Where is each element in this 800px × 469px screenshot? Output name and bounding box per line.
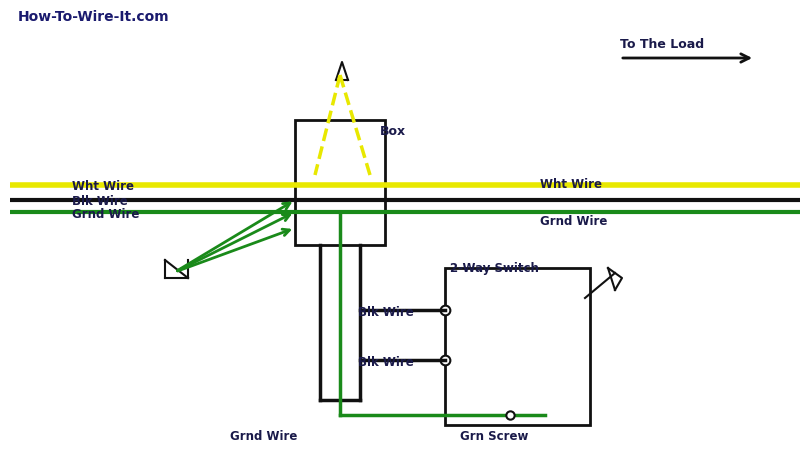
Text: Grnd Wire: Grnd Wire bbox=[72, 208, 139, 221]
Text: 2-Way Switch: 2-Way Switch bbox=[450, 262, 539, 275]
Text: How-To-Wire-It.com: How-To-Wire-It.com bbox=[18, 10, 170, 24]
Text: Grnd Wire: Grnd Wire bbox=[230, 430, 298, 443]
Text: Wht Wire: Wht Wire bbox=[540, 178, 602, 191]
Text: Wht Wire: Wht Wire bbox=[72, 180, 134, 193]
Bar bbox=[295, 120, 385, 245]
Text: Grn Screw: Grn Screw bbox=[460, 430, 528, 443]
Text: Blk Wire: Blk Wire bbox=[358, 306, 414, 319]
Text: Blk Wire: Blk Wire bbox=[358, 356, 414, 369]
Text: Blk Wire: Blk Wire bbox=[72, 195, 128, 208]
Text: Grnd Wire: Grnd Wire bbox=[540, 215, 607, 228]
Text: To The Load: To The Load bbox=[620, 38, 704, 51]
Bar bbox=[445, 268, 590, 425]
Text: Box: Box bbox=[380, 125, 406, 138]
